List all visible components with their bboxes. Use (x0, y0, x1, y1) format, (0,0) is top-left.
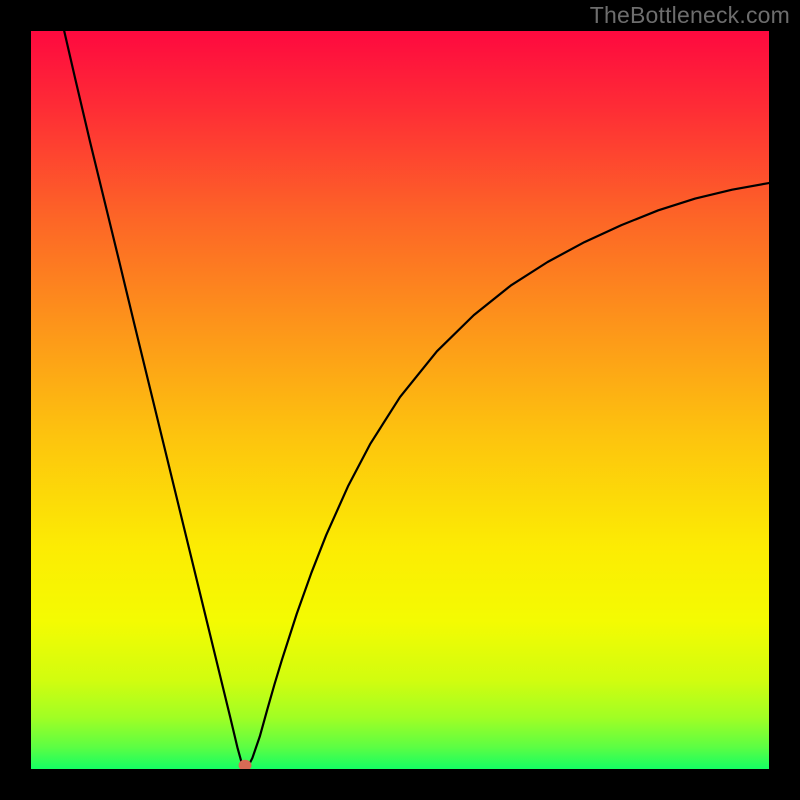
watermark-text: TheBottleneck.com (590, 2, 790, 29)
plot-area (31, 31, 769, 769)
chart-svg (31, 31, 769, 769)
optimum-marker (239, 760, 251, 769)
chart-background (31, 31, 769, 769)
chart-frame: TheBottleneck.com (0, 0, 800, 800)
